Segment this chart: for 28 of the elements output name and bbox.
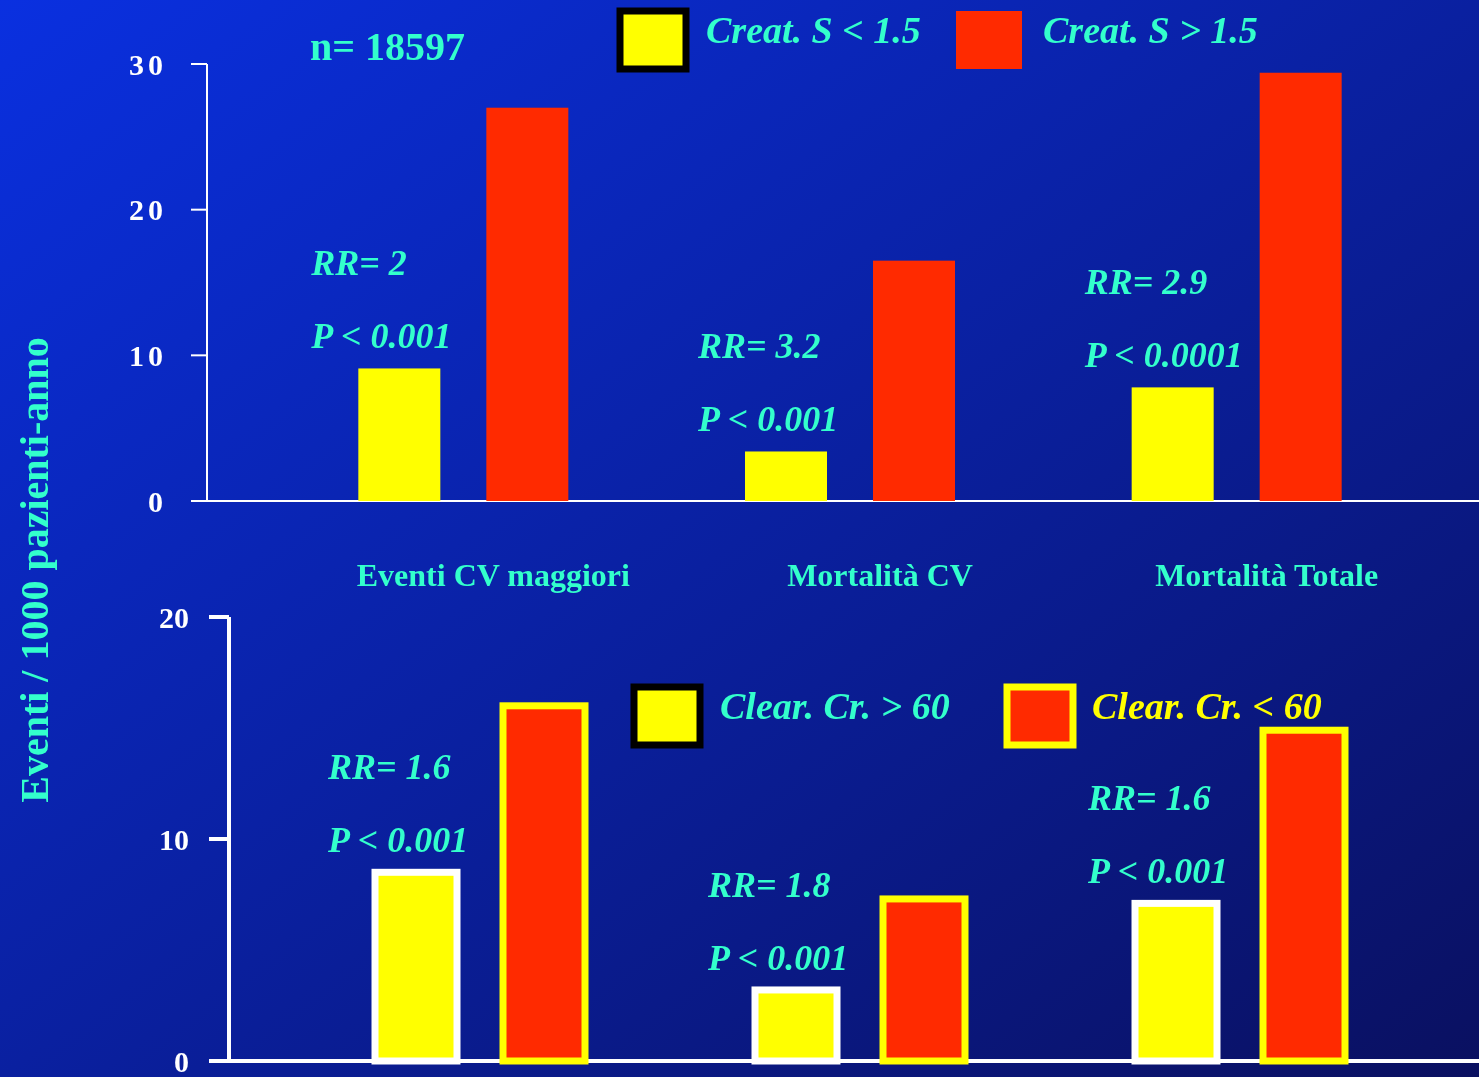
x-tick-label: Mortalità Totale (1155, 557, 1379, 593)
y-tick-label: 20 (159, 600, 189, 634)
annotation: RR= 1.6 (327, 747, 451, 788)
annotation: RR= 2.9 (1083, 262, 1208, 303)
y-tick-label: 30 (129, 47, 167, 81)
x-tick-label: Mortalità CV (787, 557, 973, 593)
annotation: RR= 1.8 (707, 864, 831, 905)
annotation: P < 0.001 (697, 399, 839, 440)
y-tick-label: 10 (129, 338, 167, 372)
x-tick-label: Eventi CV maggiori (356, 557, 631, 593)
y-tick-label: 10 (159, 822, 189, 856)
annotation: P < 0.0001 (1083, 335, 1243, 376)
legend-label: Creat. S > 1.5 (1043, 9, 1258, 52)
y-axis-title: Eventi / 1000 pazienti-anno (12, 337, 57, 803)
y-tick-label: 0 (174, 1044, 189, 1077)
annotation: P < 0.001 (310, 316, 452, 357)
y-tick-label: 0 (148, 484, 167, 518)
annotation: P < 0.001 (707, 937, 849, 978)
legend-label: Clear. Cr. > 60 (720, 685, 950, 728)
annotation: RR= 1.6 (1087, 778, 1211, 819)
chart-subtitle: n= 18597 (310, 24, 466, 69)
legend-label: Clear. Cr. < 60 (1092, 685, 1322, 728)
annotation: RR= 3.2 (697, 326, 821, 367)
annotation: P < 0.001 (1087, 851, 1229, 892)
legend-label: Creat. S < 1.5 (706, 9, 921, 52)
annotation: P < 0.001 (327, 820, 469, 861)
y-tick-label: 20 (129, 193, 167, 227)
annotation: RR= 2 (310, 243, 407, 284)
